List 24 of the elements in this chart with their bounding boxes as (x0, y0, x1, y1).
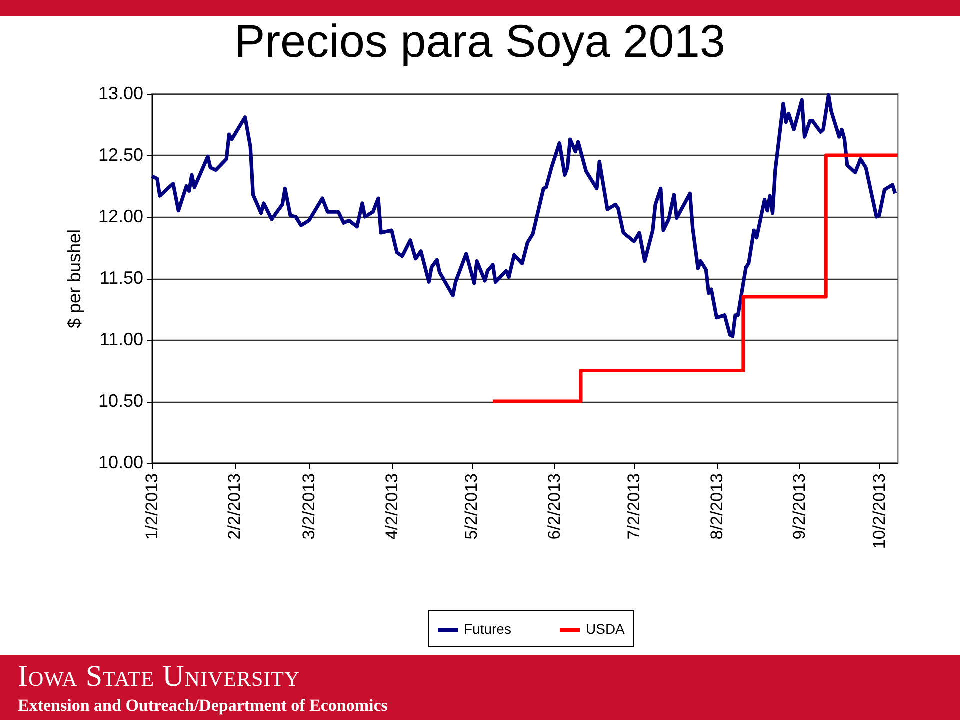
y-axis-title: $ per bushel (64, 229, 84, 329)
x-tick-label: 7/2/2013 (624, 474, 644, 540)
x-tick-label: 6/2/2013 (544, 474, 564, 540)
y-tick-label: 12.00 (98, 206, 144, 226)
y-tick-label: 12.50 (98, 145, 144, 165)
y-tick-label: 11.00 (100, 330, 144, 350)
y-tick-label: 10.50 (98, 391, 144, 411)
x-tick-label: 9/2/2013 (790, 474, 809, 540)
x-tick-label: 1/2/2013 (142, 474, 162, 540)
y-tick-label: 10.00 (98, 452, 144, 472)
y-tick-label: 13.00 (98, 84, 144, 104)
x-tick-label: 5/2/2013 (462, 474, 482, 540)
x-tick-label: 10/2/2013 (870, 474, 889, 550)
line-series (150, 93, 898, 338)
text: Iowa State University (18, 660, 300, 694)
x-tick-label: 8/2/2013 (707, 474, 726, 540)
chart-title: Precios para Soya 2013 (234, 15, 726, 67)
text: Extension and Outreach/Department of Economics (18, 696, 388, 716)
legend-label: Futures (464, 621, 512, 637)
x-tick-label: 3/2/2013 (300, 474, 319, 540)
x-tick-label: 4/2/2013 (382, 474, 402, 540)
y-tick-label: 11.50 (100, 268, 144, 288)
legend-label: USDA (586, 621, 626, 637)
x-tick-label: 2/2/2013 (225, 474, 244, 540)
